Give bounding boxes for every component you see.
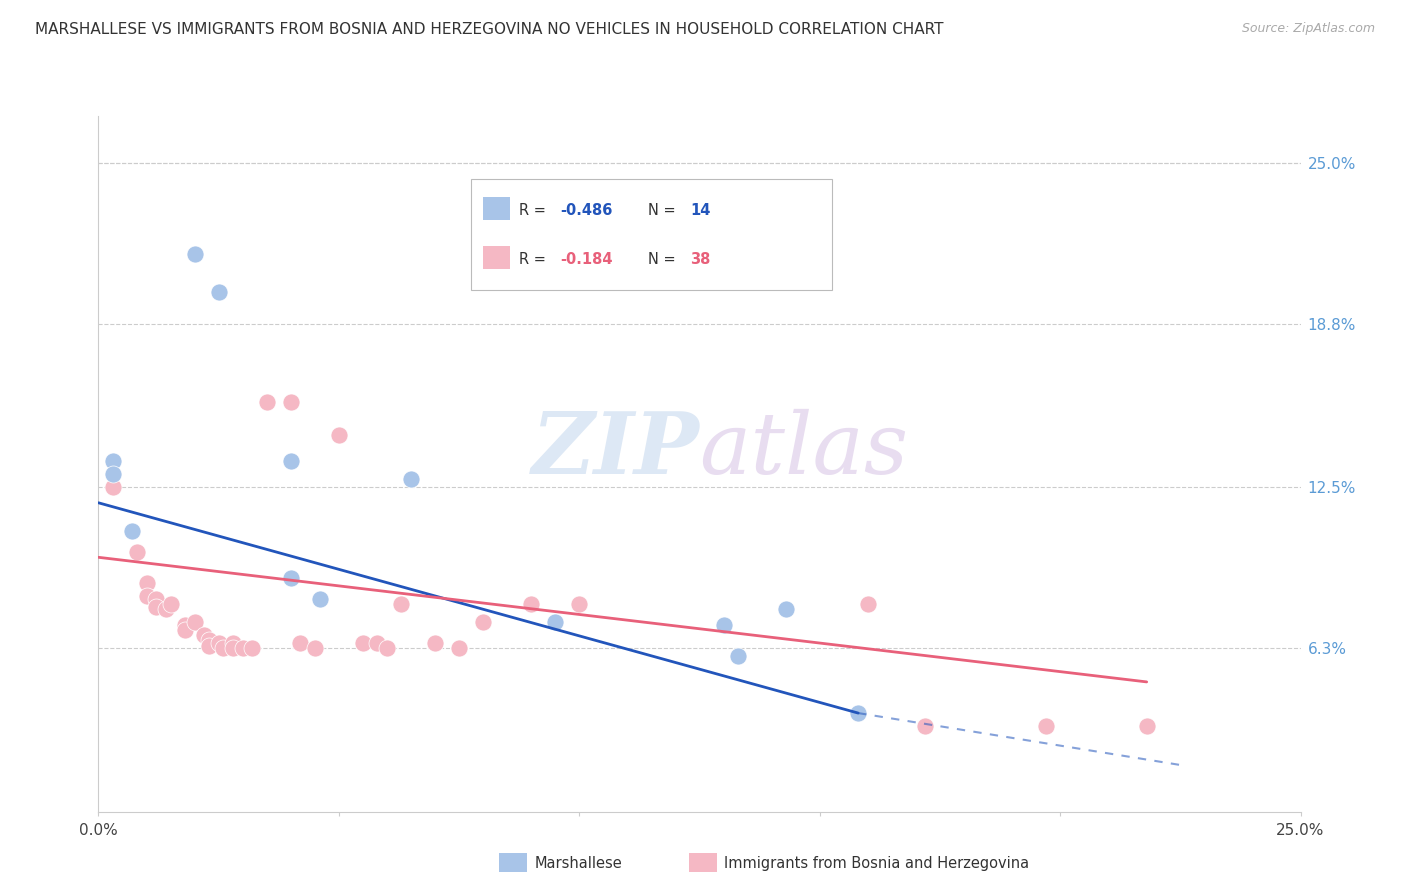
Point — [1136, 719, 1159, 733]
Point — [423, 636, 446, 650]
Point — [280, 454, 302, 468]
Text: ZIP: ZIP — [531, 409, 700, 491]
Text: -0.486: -0.486 — [560, 203, 613, 218]
Point — [183, 246, 205, 260]
Point — [198, 639, 221, 653]
Point — [775, 602, 797, 616]
Point — [447, 641, 470, 656]
Point — [472, 615, 495, 630]
Point — [1035, 719, 1057, 733]
Point — [232, 641, 254, 656]
Text: R =: R = — [519, 252, 551, 267]
Text: 14: 14 — [690, 203, 710, 218]
Point — [222, 636, 245, 650]
Point — [159, 597, 181, 611]
Point — [290, 636, 312, 650]
Point — [145, 591, 167, 606]
Point — [914, 719, 936, 733]
Point — [856, 597, 879, 611]
Point — [183, 615, 205, 630]
Point — [280, 571, 302, 585]
Point — [135, 589, 157, 603]
Text: N =: N = — [648, 203, 681, 218]
Point — [174, 623, 197, 637]
Point — [568, 597, 591, 611]
Point — [366, 636, 388, 650]
Point — [240, 641, 263, 656]
Point — [399, 472, 422, 486]
Text: N =: N = — [648, 252, 681, 267]
Point — [208, 636, 231, 650]
FancyBboxPatch shape — [471, 178, 832, 290]
Text: Immigrants from Bosnia and Herzegovina: Immigrants from Bosnia and Herzegovina — [724, 856, 1029, 871]
Text: -0.184: -0.184 — [560, 252, 613, 267]
Point — [352, 636, 374, 650]
Point — [174, 617, 197, 632]
Text: MARSHALLESE VS IMMIGRANTS FROM BOSNIA AND HERZEGOVINA NO VEHICLES IN HOUSEHOLD C: MARSHALLESE VS IMMIGRANTS FROM BOSNIA AN… — [35, 22, 943, 37]
Point — [208, 285, 231, 300]
Point — [101, 467, 124, 482]
FancyBboxPatch shape — [484, 246, 509, 269]
Point — [101, 454, 124, 468]
Point — [193, 628, 215, 642]
Point — [544, 615, 567, 630]
Point — [101, 480, 124, 494]
Point — [135, 576, 157, 591]
Text: Source: ZipAtlas.com: Source: ZipAtlas.com — [1241, 22, 1375, 36]
Text: atlas: atlas — [700, 409, 908, 491]
Point — [520, 597, 543, 611]
Text: 38: 38 — [690, 252, 710, 267]
Point — [125, 545, 148, 559]
Point — [121, 524, 143, 539]
Point — [212, 641, 235, 656]
Point — [145, 599, 167, 614]
Text: R =: R = — [519, 203, 551, 218]
Point — [846, 706, 869, 720]
Point — [328, 428, 350, 442]
Point — [375, 641, 398, 656]
Point — [727, 648, 749, 663]
Point — [222, 641, 245, 656]
Point — [713, 617, 735, 632]
Point — [256, 394, 278, 409]
Point — [155, 602, 177, 616]
Point — [198, 633, 221, 648]
Point — [308, 591, 330, 606]
Text: Marshallese: Marshallese — [534, 856, 621, 871]
Point — [304, 641, 326, 656]
Point — [280, 394, 302, 409]
Point — [389, 597, 412, 611]
FancyBboxPatch shape — [484, 197, 509, 220]
